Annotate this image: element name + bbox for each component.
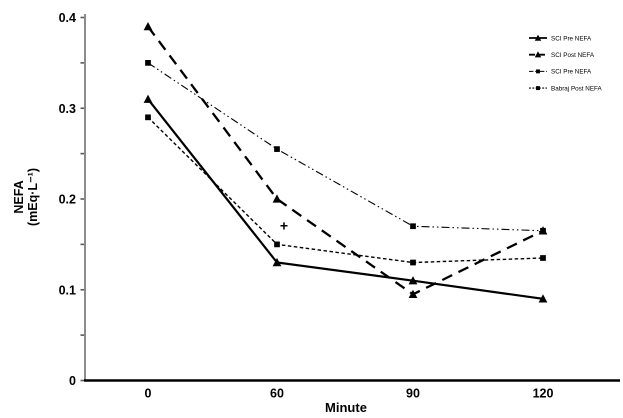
triangle-marker [534, 34, 542, 41]
triangle-marker [143, 21, 153, 31]
triangle-marker [538, 294, 548, 303]
square-marker [410, 259, 416, 266]
significance-annotation: + [280, 218, 288, 234]
triangle-marker [272, 194, 282, 203]
y-tick-label: 0.4 [59, 11, 76, 25]
series-line-1 [147, 25, 544, 296]
square-marker [540, 227, 546, 234]
triangle-marker [408, 276, 418, 285]
x-tick-label: 60 [270, 387, 284, 401]
series-line-2 [147, 62, 544, 232]
triangle-marker [272, 257, 282, 267]
x-tick-label: 90 [406, 387, 420, 401]
square-marker [540, 255, 546, 261]
legend-label: SCI Pre NEFA [551, 35, 592, 42]
square-marker [536, 86, 540, 91]
square-marker [145, 114, 151, 121]
x-tick-label: 0 [145, 387, 152, 401]
x-axis-title: Minute [325, 400, 367, 415]
triangle-marker [534, 51, 542, 58]
legend-label: SCI Pre NEFA [551, 69, 592, 76]
square-marker [536, 69, 540, 74]
series-line-3 [147, 116, 544, 264]
series-line-0 [147, 98, 544, 300]
y-axis-title-line1: NEFA [12, 180, 26, 213]
x-tick-label: 120 [533, 387, 554, 401]
y-axis-title: NEFA (mEq·L⁻¹) [12, 168, 40, 226]
legend-label: Babraj Post NEFA [551, 85, 603, 92]
square-marker [274, 146, 280, 152]
legend-label: SCI Post NEFA [551, 52, 595, 59]
y-tick-label: 0 [69, 374, 76, 388]
square-marker [410, 223, 416, 230]
triangle-marker [143, 94, 153, 103]
triangle-marker [408, 289, 418, 298]
y-tick-label: 0.3 [59, 102, 76, 116]
y-axis-title-line2: (mEq·L⁻¹) [26, 168, 40, 226]
y-tick-label: 0.2 [59, 193, 76, 207]
square-marker [274, 241, 280, 248]
square-marker [145, 60, 151, 66]
y-tick-label: 0.1 [59, 283, 76, 297]
